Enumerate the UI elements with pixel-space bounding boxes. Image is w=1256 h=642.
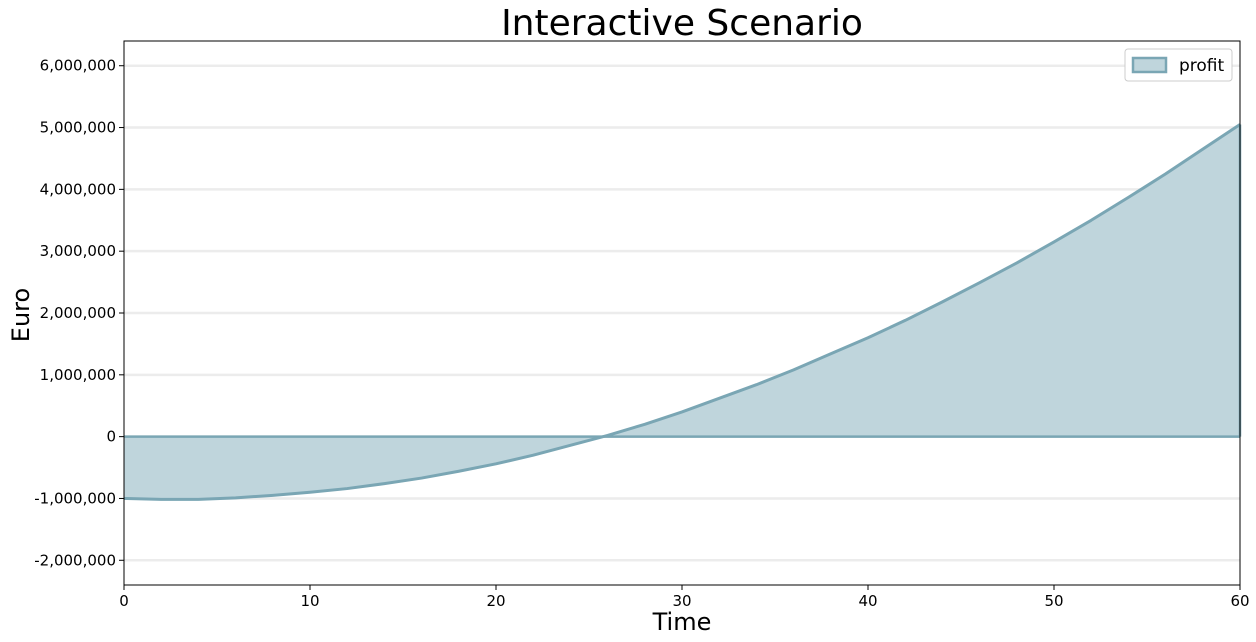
y-tick-label: -1,000,000 xyxy=(34,489,116,507)
y-tick-label: 0 xyxy=(106,428,116,446)
x-tick-label: 40 xyxy=(858,592,877,610)
y-tick-label: -2,000,000 xyxy=(34,551,116,569)
x-axis-title: Time xyxy=(652,608,712,636)
x-tick-label: 60 xyxy=(1230,592,1249,610)
legend: profit xyxy=(1124,48,1233,82)
profit-area xyxy=(124,124,1240,500)
y-axis-title: Euro xyxy=(7,288,35,342)
y-tick-label: 6,000,000 xyxy=(40,57,116,75)
profit-line xyxy=(123,123,1241,501)
x-tick-label: 10 xyxy=(300,592,319,610)
legend-label: profit xyxy=(1179,56,1225,76)
chart-title: Interactive Scenario xyxy=(501,3,863,44)
x-tick-label: 20 xyxy=(486,592,505,610)
y-tick-label: 2,000,000 xyxy=(40,304,116,322)
y-tick-label: 5,000,000 xyxy=(40,119,116,137)
x-tick-label: 50 xyxy=(1044,592,1063,610)
legend-swatch xyxy=(1131,56,1168,74)
y-axis: -2,000,000 -1,000,000 0 1,000,000 2,000,000 3… xyxy=(34,57,124,569)
y-tick-label: 1,000,000 xyxy=(40,366,116,384)
x-axis: 0 10 20 30 40 50 60 xyxy=(119,585,1250,610)
x-tick-label: 30 xyxy=(672,592,691,610)
y-tick-label: 3,000,000 xyxy=(40,242,116,260)
x-tick-label: 0 xyxy=(119,592,129,610)
y-tick-label: 4,000,000 xyxy=(40,180,116,198)
